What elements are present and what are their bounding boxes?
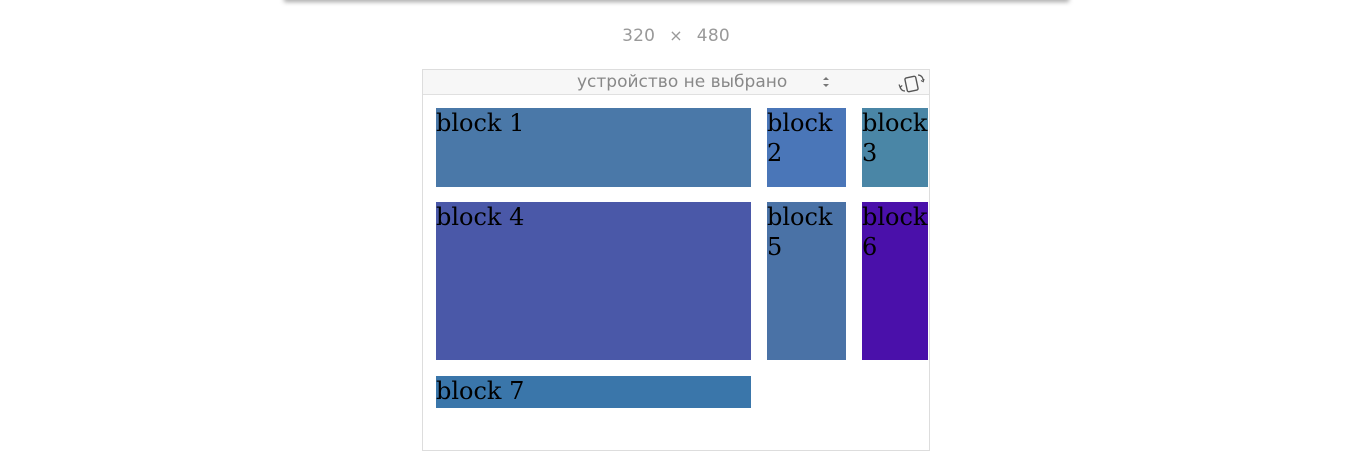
block-label: block 2 <box>767 109 833 167</box>
block-4: block 4 <box>436 202 751 360</box>
device-toolbar: устройство не выбрано <box>423 70 929 95</box>
block-label: block 4 <box>436 203 525 231</box>
block-label: block 3 <box>862 109 928 167</box>
block-2: block 2 <box>767 108 846 187</box>
viewport-dimensions: 320 × 480 <box>0 26 1345 46</box>
viewport-width: 320 <box>622 26 656 46</box>
block-label: block 6 <box>862 203 928 261</box>
device-preview-frame: устройство не выбрано block 1 block 2 bl… <box>422 69 930 451</box>
rotate-device-icon[interactable] <box>897 72 925 94</box>
block-label: block 1 <box>436 109 525 137</box>
device-select-value: устройство не выбрано <box>577 72 788 92</box>
preview-viewport: block 1 block 2 block 3 block 4 block 5 … <box>423 95 929 450</box>
block-label: block 5 <box>767 203 833 261</box>
block-6: block 6 <box>862 202 928 360</box>
block-1: block 1 <box>436 108 751 187</box>
device-select[interactable]: устройство не выбрано <box>573 70 835 94</box>
dimension-separator: × <box>669 26 683 45</box>
up-down-arrows-icon <box>823 77 829 87</box>
block-7: block 7 <box>436 376 751 408</box>
block-label: block 7 <box>436 377 525 405</box>
viewport-height: 480 <box>696 26 730 46</box>
block-5: block 5 <box>767 202 846 360</box>
block-3: block 3 <box>862 108 928 187</box>
